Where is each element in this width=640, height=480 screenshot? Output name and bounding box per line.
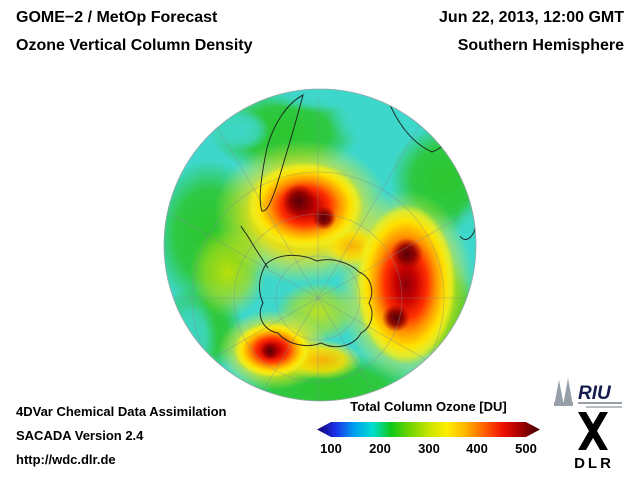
riu-logo: RIU — [550, 376, 628, 408]
colorbar-gradient — [317, 422, 540, 437]
colorbar-ticks: 100 200 300 400 500 — [317, 441, 540, 457]
product-title: GOME−2 / MetOp Forecast — [16, 9, 218, 26]
version-label: SACADA Version 2.4 — [16, 428, 144, 443]
south-america-coastline — [259, 94, 304, 212]
dlr-logo: DLR — [562, 410, 626, 472]
dlr-logo-icon — [578, 412, 608, 450]
product-subtitle: Ozone Vertical Column Density — [16, 37, 253, 54]
ozone-high-regions — [234, 162, 456, 377]
datetime-label: Jun 22, 2013, 12:00 GMT — [439, 9, 624, 26]
graticule — [164, 98, 476, 401]
colorbar-tick: 500 — [515, 441, 537, 456]
colorbar-title: Total Column Ozone [DU] — [350, 399, 507, 414]
dlr-logo-text: DLR — [574, 455, 614, 472]
colorbar-legend: Total Column Ozone [DU] 100 200 300 400 … — [317, 399, 540, 461]
riu-logo-line — [578, 402, 622, 404]
riu-logo-text: RIU — [578, 383, 612, 404]
colorbar-tick: 400 — [466, 441, 488, 456]
antarctic-peninsula-coastline — [240, 225, 269, 269]
assimilation-label: 4DVar Chemical Data Assimilation — [16, 404, 227, 419]
antarctica-coastline — [258, 254, 373, 348]
website-url: http://wdc.dlr.de — [16, 452, 116, 467]
colorbar-tick: 300 — [418, 441, 440, 456]
colorbar-tick: 100 — [320, 441, 342, 456]
cathedral-icon — [554, 378, 573, 406]
globe-rim — [163, 88, 477, 402]
colorbar-tick: 200 — [369, 441, 391, 456]
ozone-maximum-east — [356, 204, 456, 364]
hemisphere-label: Southern Hemisphere — [457, 37, 624, 54]
riu-logo-line — [586, 406, 622, 408]
